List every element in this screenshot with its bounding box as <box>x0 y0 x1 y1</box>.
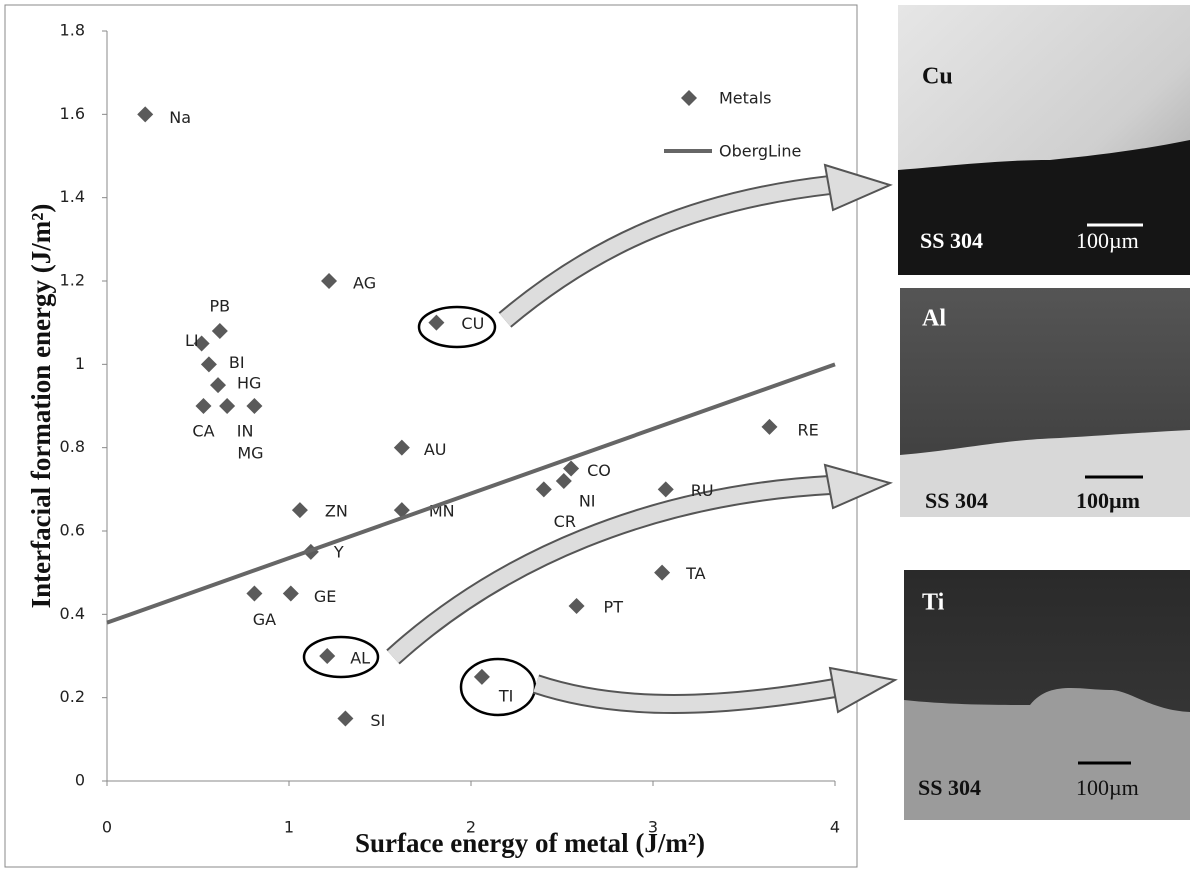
x-tick-label: 1 <box>284 818 294 837</box>
data-point <box>569 598 585 614</box>
point-label: NI <box>579 492 596 511</box>
data-point <box>195 398 211 414</box>
point-label: TI <box>498 686 514 705</box>
legend-label: ObergLine <box>719 142 801 161</box>
panel-scale: 100µm <box>1076 775 1139 800</box>
data-point <box>321 273 337 289</box>
data-point <box>283 586 299 602</box>
panel-label: Ti <box>922 590 945 616</box>
chart-frame <box>5 5 857 867</box>
legend-marker <box>681 90 697 106</box>
point-label: CU <box>461 314 484 333</box>
data-point <box>563 461 579 477</box>
ti-micrograph: Ti SS 304 100µm <box>904 570 1190 820</box>
data-point <box>556 473 572 489</box>
point-label: RU <box>691 481 714 500</box>
callouts <box>304 165 895 715</box>
y-tick-label: 1.2 <box>60 271 85 290</box>
data-point <box>337 711 353 727</box>
x-tick-label: 2 <box>466 818 476 837</box>
point-label: AG <box>353 274 376 293</box>
cu-micrograph: Cu SS 304 100µm <box>898 5 1190 275</box>
panel-substrate: SS 304 <box>925 488 988 513</box>
data-point <box>201 356 217 372</box>
data-point <box>428 315 444 331</box>
y-tick-label: 0.6 <box>60 521 85 540</box>
data-point <box>474 669 490 685</box>
legend-label: Metals <box>719 89 772 108</box>
point-label: PT <box>604 598 624 617</box>
data-point <box>212 323 228 339</box>
figure: Cu SS 304 100µm Al SS 304 100µm Ti SS 30… <box>0 0 1195 870</box>
data-point <box>319 648 335 664</box>
point-label: HG <box>237 374 261 393</box>
data-point <box>246 398 262 414</box>
point-label: GE <box>314 587 337 606</box>
point-label: CO <box>587 461 611 480</box>
data-point <box>137 106 153 122</box>
point-label: CA <box>192 422 214 441</box>
data-point <box>536 481 552 497</box>
panel-scale: 100µm <box>1076 228 1139 253</box>
y-tick-label: 1.6 <box>60 104 85 123</box>
panel-substrate: SS 304 <box>920 228 983 253</box>
data-point <box>658 481 674 497</box>
y-tick-label: 0.2 <box>60 687 85 706</box>
x-tick-label: 0 <box>102 818 112 837</box>
al-micrograph: Al SS 304 100µm <box>900 288 1190 517</box>
y-tick-label: 0.4 <box>60 604 85 623</box>
panel-label: Al <box>922 306 946 332</box>
panel-scale: 100µm <box>1076 488 1140 513</box>
point-label: AU <box>424 440 447 459</box>
point-label: SI <box>370 711 385 730</box>
data-point <box>292 502 308 518</box>
y-tick-label: 0.8 <box>60 437 85 456</box>
point-label: ZN <box>325 502 348 521</box>
point-label: IN <box>237 422 254 441</box>
panel-label: Cu <box>922 64 953 90</box>
point-label: Y <box>333 542 344 561</box>
point-label: MG <box>237 444 263 463</box>
data-point <box>394 440 410 456</box>
y-tick-label: 1 <box>75 354 85 373</box>
point-label: PB <box>210 297 231 316</box>
x-tick-label: 3 <box>648 818 658 837</box>
point-label: BI <box>229 353 245 372</box>
data-point <box>219 398 235 414</box>
point-label: CR <box>554 512 576 531</box>
y-tick-label: 1.4 <box>60 187 85 206</box>
y-axis-title: Interfacial formation energy (J/m²) <box>26 204 56 609</box>
data-point <box>246 586 262 602</box>
page: Cu SS 304 100µm Al SS 304 100µm Ti SS 30… <box>0 0 1195 875</box>
x-tick-label: 4 <box>830 818 840 837</box>
point-label: LI <box>185 331 199 350</box>
data-point <box>210 377 226 393</box>
point-label: Na <box>169 108 191 127</box>
point-label: GA <box>253 610 276 629</box>
panel-substrate: SS 304 <box>918 775 981 800</box>
y-tick-label: 1.8 <box>60 21 85 40</box>
point-label: TA <box>685 564 706 583</box>
y-tick-label: 0 <box>75 771 85 790</box>
point-label: RE <box>797 420 818 439</box>
point-label: AL <box>350 649 370 668</box>
data-point <box>654 565 670 581</box>
data-point <box>761 419 777 435</box>
